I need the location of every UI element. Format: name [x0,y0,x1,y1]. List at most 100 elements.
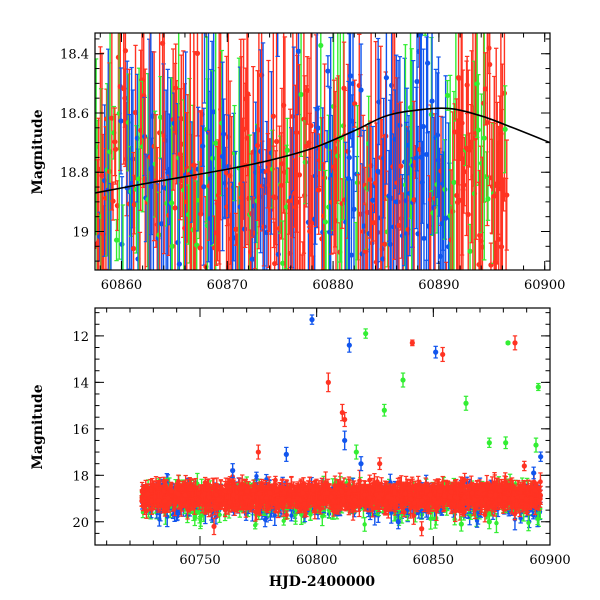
bottom-observation [454,487,460,509]
top-observation [109,33,115,211]
bottom-observation [168,486,174,496]
bottom-observation [362,489,367,501]
top-y-tick-label: 19 [72,225,89,240]
bottom-observation [328,489,334,505]
top-observation [118,67,124,175]
bottom-observation [480,483,486,495]
bottom-observation [399,497,404,515]
bottom-outlier-point [440,346,446,363]
bottom-observation [492,490,498,500]
bottom-x-axis-label: HJD-2400000 [269,574,376,590]
top-observation [137,231,143,270]
bottom-outlier-point [505,340,511,346]
bottom-y-tick-label: 16 [72,423,89,438]
bottom-observation [267,485,273,501]
bottom-observation [316,493,322,513]
bottom-observation [385,487,391,508]
top-observation [200,125,206,167]
bottom-outlier-point [342,411,348,428]
bottom-observation [442,487,447,505]
bottom-observation [519,489,525,505]
bottom-observation [466,490,472,512]
bottom-outlier-point [342,430,348,451]
bottom-outlier-point [486,514,492,530]
top-y-tick-label: 18.6 [60,107,89,122]
bottom-observation [367,487,372,508]
bottom-observation [230,484,236,505]
bottom-observation [188,479,194,500]
bottom-observation [165,487,171,509]
top-observation [303,85,309,208]
bottom-observation [213,486,219,505]
top-observation [308,33,314,257]
bottom-outlier-point [503,436,509,450]
bottom-observation [510,489,516,509]
bottom-observation [290,494,296,507]
top-panel: 60860 60870 60880 60890 6090018.418.618.819 … [30,32,565,293]
top-plot-frame [94,32,551,271]
top-observation [488,242,494,270]
top-observation [465,69,471,270]
top-y-tick-label: 18.4 [60,48,89,63]
top-observation [496,125,502,270]
top-observation [503,177,509,270]
bottom-observation [482,507,488,523]
bottom-outlier-point [486,437,492,449]
bottom-observation [149,495,154,507]
top-observation [347,33,354,140]
bottom-observation [479,493,485,511]
top-observation [456,79,462,270]
bottom-outlier-point [535,382,541,392]
bottom-observation [339,487,345,497]
bottom-observation [171,497,177,509]
bottom-observation [308,506,313,521]
bottom-observation [419,493,425,509]
bottom-y-tick-label: 12 [72,330,89,345]
top-observation [194,33,201,137]
bottom-observation [402,486,408,502]
bottom-observation [362,516,367,532]
bottom-outlier-point [512,335,518,351]
bottom-observation [182,485,188,506]
bottom-x-tick-label: 60750 [179,553,220,568]
top-observation [172,62,178,270]
top-observation [422,33,428,36]
top-observation [202,33,207,104]
bottom-observation [532,483,538,498]
bottom-x-tick-label: 60800 [296,553,337,568]
bottom-outlier-point [325,372,331,393]
bottom-observation [175,483,181,505]
bottom-outlier-point [363,328,369,339]
bottom-observation [289,509,294,522]
top-observation [411,100,417,270]
top-y-axis-label: Magnitude [30,109,46,194]
top-observation [193,163,199,270]
top-observation [444,79,451,111]
bottom-observation [412,480,418,491]
bottom-observation [206,487,212,508]
bottom-y-tick-label: 14 [72,376,89,391]
bottom-y-axis-label: Magnitude [30,384,46,469]
bottom-outlier-point [521,460,527,472]
top-observation [452,103,458,161]
bottom-observation [427,487,433,503]
top-observation [275,33,280,57]
bottom-observation [193,477,199,498]
top-x-tick-label: 60900 [524,278,565,293]
bottom-observation [195,485,201,502]
top-observation [113,218,120,262]
top-data-points [95,33,510,270]
top-observation [421,126,427,270]
bottom-outlier-point [458,516,464,532]
bottom-observation [259,478,265,493]
bottom-observation [284,510,289,520]
top-x-tick-label: 60890 [418,278,459,293]
bottom-outlier-point [395,514,401,530]
top-observation [475,74,481,186]
bottom-observation [210,477,216,497]
bottom-observation [302,499,307,509]
bottom-outlier-point [211,517,217,536]
bottom-observation [416,479,422,499]
top-observation [481,33,487,261]
bottom-outlier-point [358,456,364,472]
